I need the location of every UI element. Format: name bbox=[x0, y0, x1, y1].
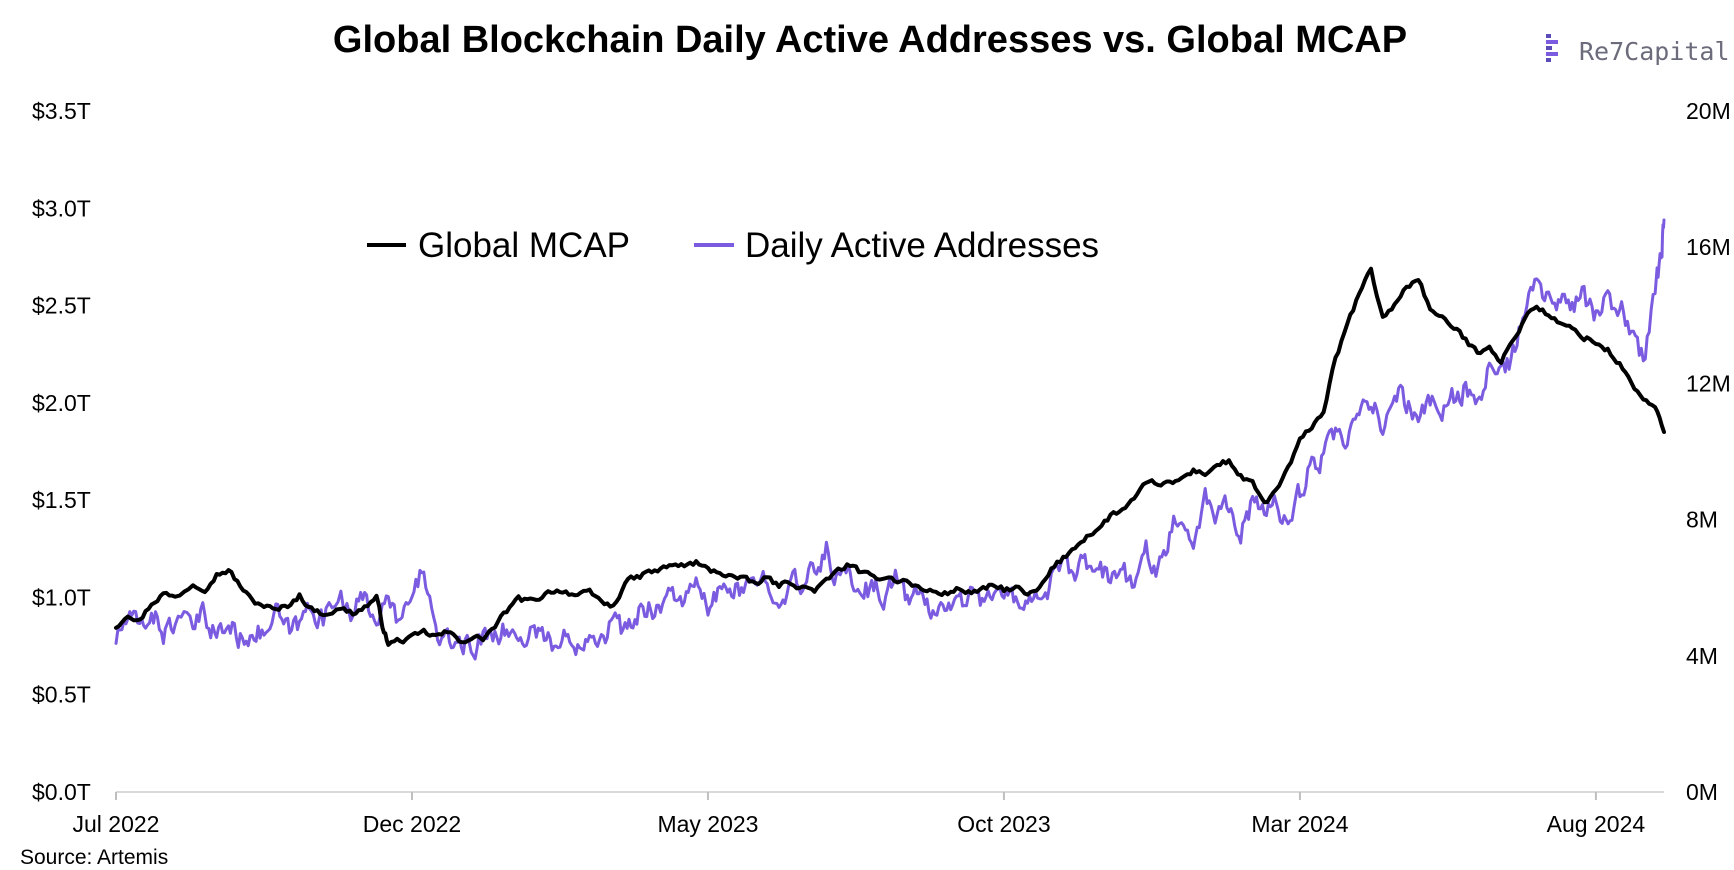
left-tick-label: $0.0T bbox=[32, 779, 91, 805]
left-tick-label: $1.5T bbox=[32, 487, 91, 513]
x-tick-label: Jul 2022 bbox=[73, 811, 160, 837]
left-tick-label: $2.0T bbox=[32, 390, 91, 416]
series-line-global-mcap bbox=[114, 266, 1666, 647]
x-axis: Jul 2022 Dec 2022 May 2023 Oct 2023 Mar 2024… bbox=[73, 791, 1664, 837]
right-tick-label: 4M bbox=[1686, 643, 1718, 669]
brand-logo-bar-3 bbox=[1546, 46, 1552, 50]
right-y-axis: 0M 4M 8M 12M 16M 20M bbox=[1686, 98, 1731, 805]
left-tick-label: $2.5T bbox=[32, 293, 91, 319]
left-tick-label: $0.5T bbox=[32, 682, 91, 708]
brand-logo-bar-1 bbox=[1546, 34, 1551, 38]
right-tick-label: 16M bbox=[1686, 234, 1731, 260]
right-tick-label: 12M bbox=[1686, 370, 1731, 396]
brand-name: Re7Capital bbox=[1579, 37, 1730, 66]
x-tick-label: Dec 2022 bbox=[363, 811, 461, 837]
right-tick-label: 20M bbox=[1686, 98, 1731, 124]
brand-logo: Re7Capital bbox=[1546, 34, 1730, 66]
legend: Global MCAP Daily Active Addresses bbox=[367, 226, 1099, 265]
brand-logo-bar-2 bbox=[1546, 40, 1558, 44]
series-line-daily-active-addresses bbox=[114, 218, 1666, 661]
left-y-axis: $0.0T $0.5T $1.0T $1.5T $2.0T $2.5T $3.0T $3.5T bbox=[32, 98, 91, 805]
left-tick-label: $3.0T bbox=[32, 195, 91, 221]
x-tick-label: Mar 2024 bbox=[1251, 811, 1348, 837]
x-tick-label: May 2023 bbox=[657, 811, 758, 837]
right-tick-label: 8M bbox=[1686, 507, 1718, 533]
legend-label-mcap: Global MCAP bbox=[418, 226, 630, 265]
brand-logo-bar-5 bbox=[1546, 58, 1551, 62]
left-tick-label: $3.5T bbox=[32, 98, 91, 124]
chart-title: Global Blockchain Daily Active Addresses… bbox=[333, 19, 1407, 61]
brand-logo-bar-4 bbox=[1546, 52, 1558, 56]
x-tick-label: Aug 2024 bbox=[1547, 811, 1646, 837]
legend-label-daa: Daily Active Addresses bbox=[745, 226, 1099, 265]
right-tick-label: 0M bbox=[1686, 779, 1718, 805]
left-tick-label: $1.0T bbox=[32, 584, 91, 610]
source-note: Source: Artemis bbox=[20, 846, 168, 869]
x-tick-label: Oct 2023 bbox=[957, 811, 1050, 837]
